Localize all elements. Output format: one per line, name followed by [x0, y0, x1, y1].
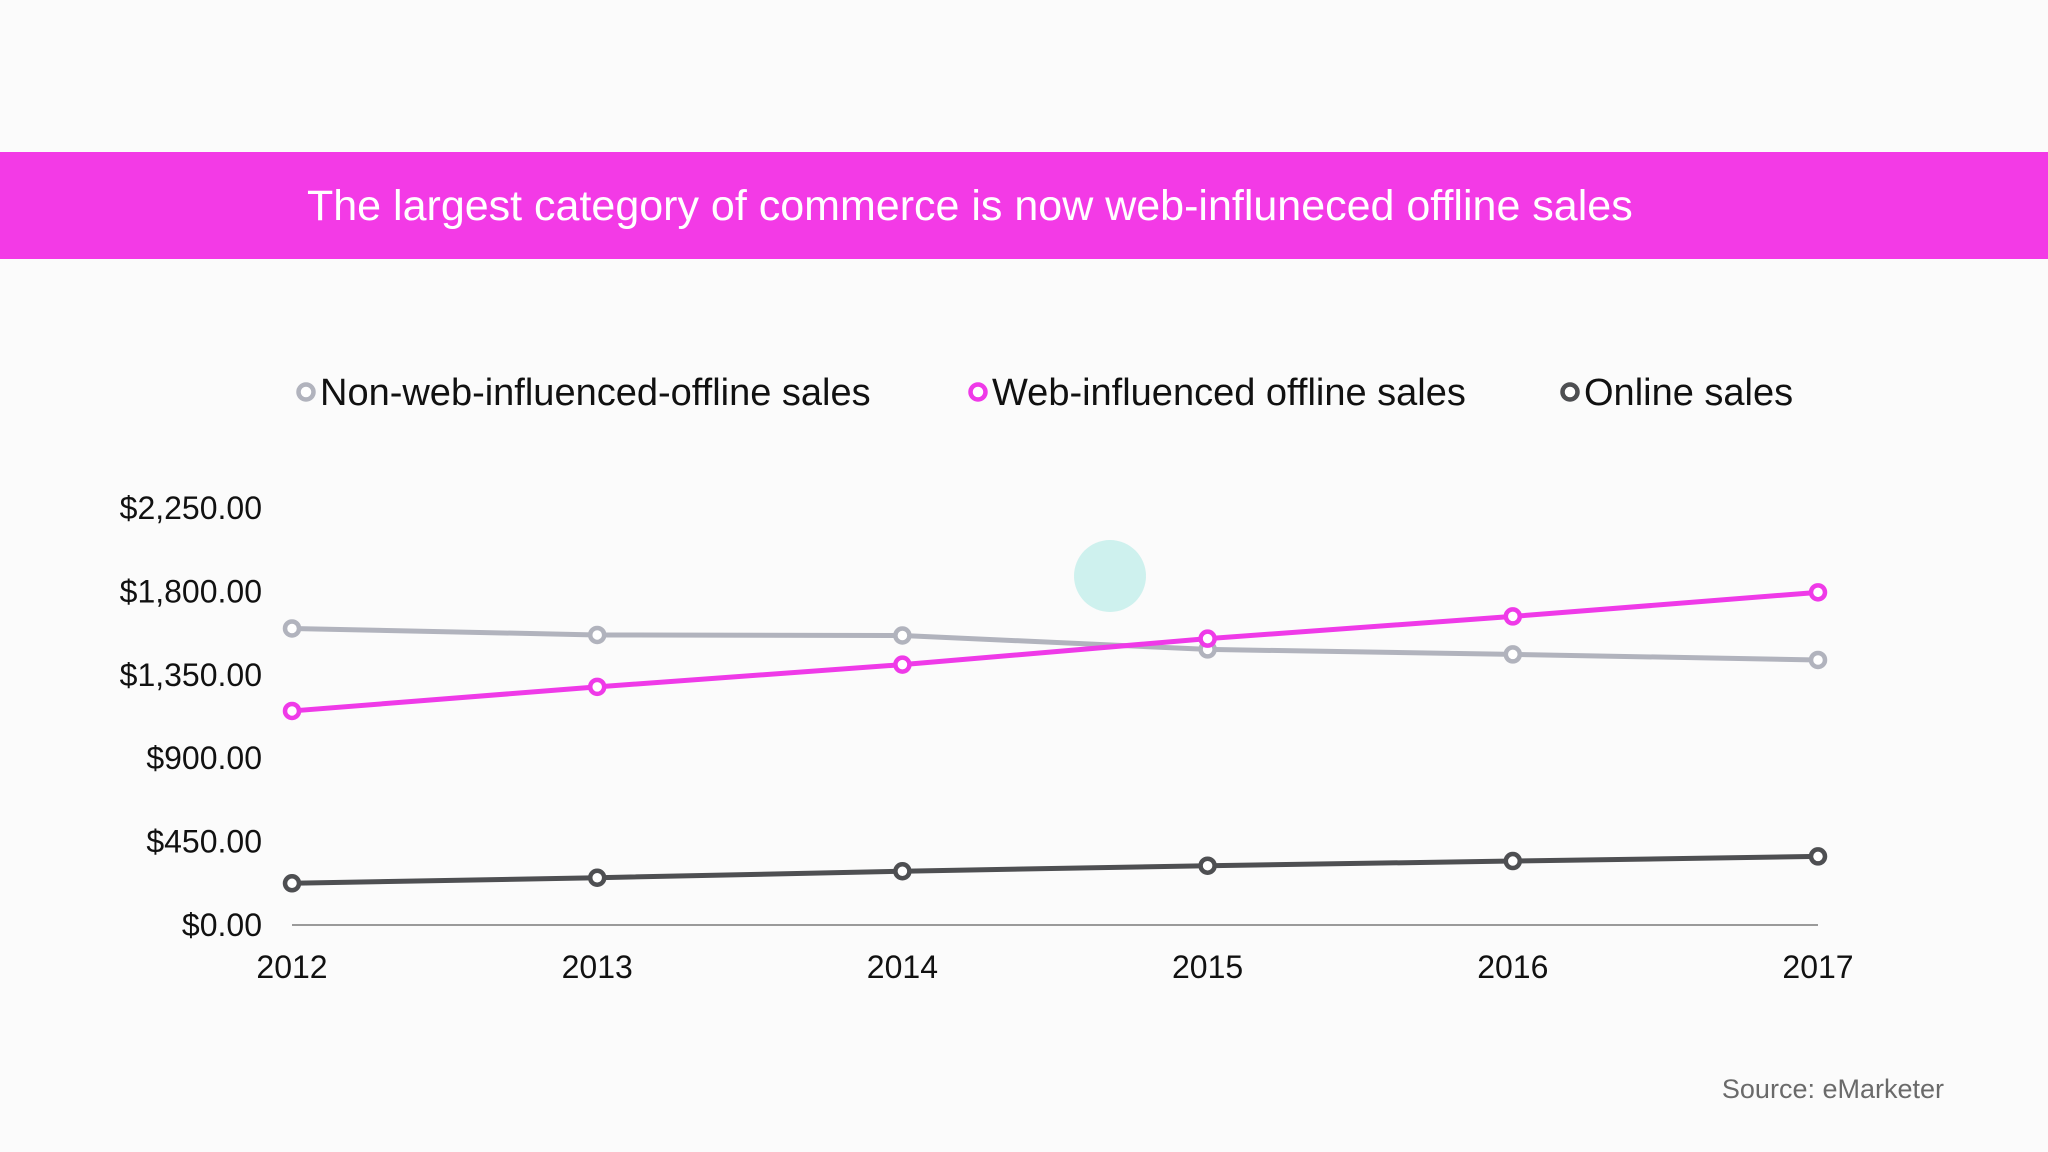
- data-point: [587, 677, 607, 697]
- x-tick-label: 2015: [1172, 949, 1243, 985]
- x-tick-label: 2017: [1782, 949, 1853, 985]
- series-line: [289, 589, 1821, 714]
- data-point: [1198, 856, 1217, 875]
- series-group: [282, 619, 1828, 670]
- series-line: [289, 625, 1821, 663]
- data-point: [1503, 645, 1523, 664]
- x-tick-label: 2014: [867, 949, 938, 985]
- legend-marker: [1560, 382, 1580, 402]
- x-tick-label: 2012: [256, 949, 327, 985]
- title-band: [0, 152, 2048, 259]
- y-tick-label: $0.00: [182, 907, 262, 943]
- data-point: [282, 619, 302, 638]
- legend-item: Web-influenced offline sales: [968, 372, 1466, 414]
- data-point: [1808, 583, 1828, 602]
- source-note: Source: eMarketer: [1721, 1074, 1944, 1104]
- y-tick-label: $1,800.00: [120, 573, 262, 609]
- y-tick-label: $2,250.00: [120, 490, 262, 526]
- data-point: [1198, 629, 1217, 648]
- legend-marker: [296, 382, 316, 402]
- data-point: [1503, 851, 1523, 871]
- chart-legend: Non-web-influenced-offline sales Web-infl…: [296, 372, 1793, 414]
- data-point: [282, 701, 302, 721]
- data-point: [1503, 607, 1523, 626]
- x-axis: 2012 2013 2014 2015 2016 2017: [256, 924, 1854, 985]
- legend-label: Web-influenced offline sales: [992, 372, 1466, 414]
- legend-item: Non-web-influenced-offline sales: [296, 372, 871, 414]
- data-point: [282, 874, 302, 893]
- data-point: [1808, 847, 1828, 866]
- cursor-highlight: [1074, 540, 1146, 612]
- legend-label: Non-web-influenced-offline sales: [320, 372, 871, 414]
- x-tick-label: 2013: [562, 949, 633, 985]
- chart-series: [282, 583, 1828, 893]
- data-point: [893, 655, 912, 674]
- y-tick-label: $450.00: [146, 824, 262, 860]
- data-point: [893, 626, 912, 645]
- y-tick-label: $1,350.00: [120, 657, 262, 693]
- data-point: [1808, 650, 1828, 670]
- series-group: [282, 847, 1828, 893]
- data-point: [587, 625, 607, 645]
- series-line: [289, 853, 1821, 886]
- legend-marker: [968, 382, 988, 402]
- y-tick-label: $900.00: [146, 740, 262, 776]
- x-tick-label: 2016: [1477, 949, 1548, 985]
- y-axis: $0.00 $450.00 $900.00 $1,350.00 $1,800.00 $2,…: [120, 490, 262, 943]
- legend-item: Online sales: [1560, 372, 1793, 414]
- data-point: [587, 868, 607, 887]
- legend-label: Online sales: [1584, 372, 1793, 414]
- data-point: [893, 862, 912, 881]
- slide-title: The largest category of commerce is now …: [307, 182, 1633, 230]
- series-group: [282, 583, 1828, 721]
